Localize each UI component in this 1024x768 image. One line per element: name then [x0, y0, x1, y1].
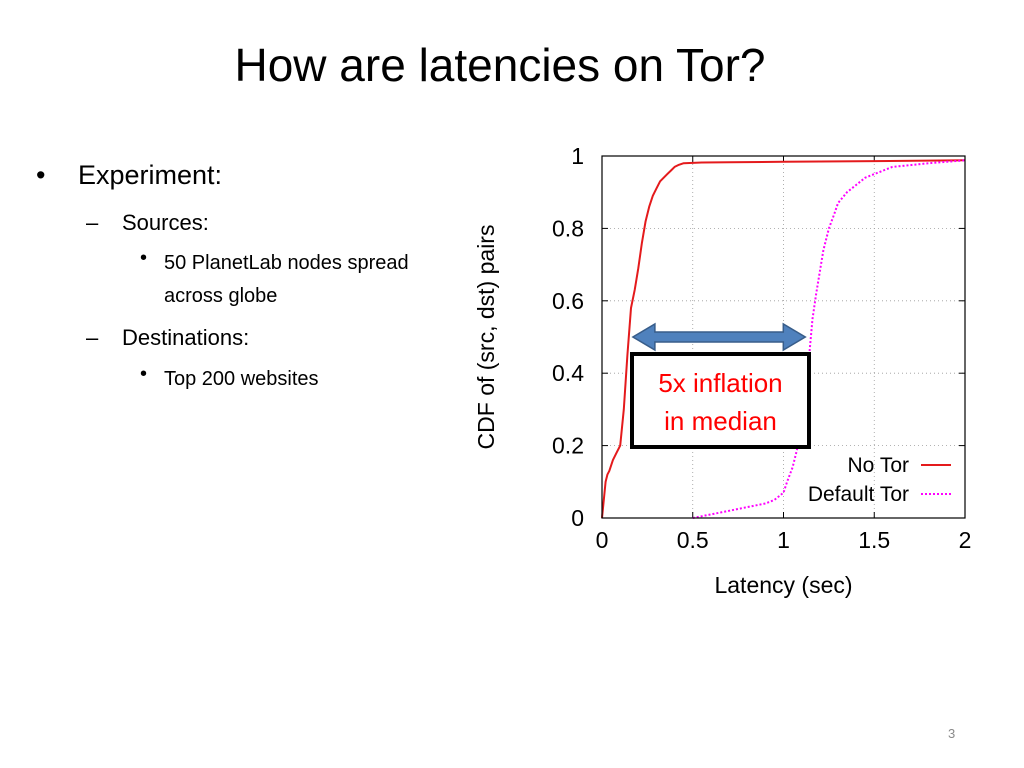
double-arrow-icon — [631, 322, 807, 352]
y-tick-label: 1 — [571, 143, 584, 169]
bullet-marker: • — [36, 160, 46, 190]
bullet-destinations-text: Destinations: — [122, 325, 250, 350]
y-tick-label: 0.2 — [552, 433, 584, 459]
x-tick-label: 1 — [777, 527, 790, 553]
y-tick-label: 0.6 — [552, 288, 584, 314]
slide-number: 3 — [948, 726, 956, 741]
slide-title: How are latencies on Tor? — [234, 39, 766, 91]
bullet-experiment-text: Experiment: — [78, 160, 223, 190]
bullet-sources-detail-text: 50 PlanetLab nodes spread across globe — [164, 252, 409, 307]
dash-marker: – — [86, 325, 99, 350]
x-tick-label: 2 — [959, 527, 972, 553]
bullet-sources-text: Sources: — [122, 210, 209, 235]
series-line-default-tor — [692, 159, 966, 519]
y-tick-label: 0.8 — [552, 215, 584, 241]
series-line-no-tor — [601, 159, 966, 519]
annotation-text-line2: in median — [664, 406, 777, 436]
bullet-marker: • — [140, 363, 148, 385]
latency-cdf-chart: 0 0.5 1 1.5 2 0 0.2 0.4 0.6 0.8 1 Latency (sec) CDF … — [473, 143, 972, 598]
bullet-marker: • — [140, 247, 148, 269]
x-tick-label: 0.5 — [677, 527, 709, 553]
y-axis-label: CDF of (src, dst) pairs — [473, 225, 499, 450]
legend-label-no-tor: No Tor — [848, 454, 909, 477]
bullet-destinations-detail-text: Top 200 websites — [164, 368, 319, 390]
x-tick-label: 0 — [596, 527, 609, 553]
x-axis-label: Latency (sec) — [714, 572, 852, 598]
dash-marker: – — [86, 210, 99, 235]
annotation-text-line1: 5x inflation — [658, 368, 782, 398]
y-tick-label: 0 — [571, 505, 584, 531]
legend-label-default-tor: Default Tor — [808, 483, 909, 506]
plot-frame — [601, 155, 966, 519]
annotation-box — [630, 352, 811, 449]
y-tick-label: 0.4 — [552, 360, 584, 386]
x-tick-label: 1.5 — [858, 527, 890, 553]
